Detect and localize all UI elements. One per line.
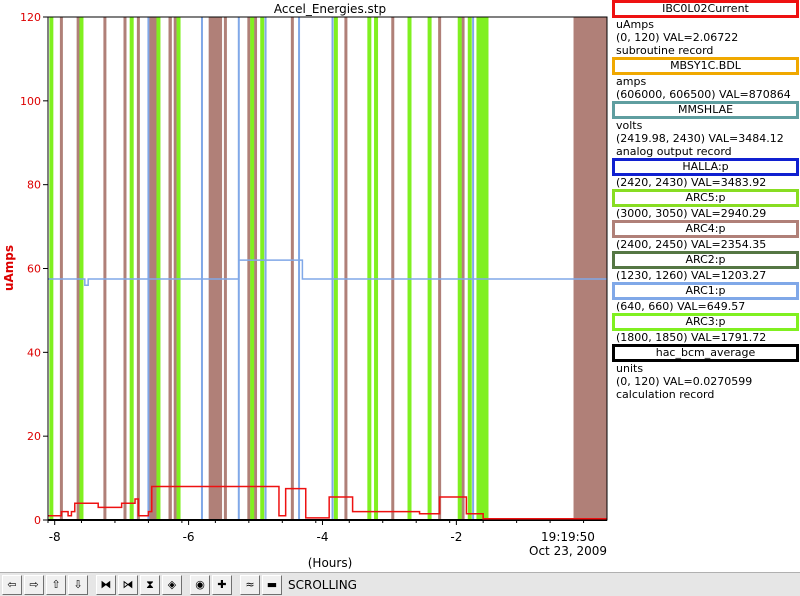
legend-series-name[interactable]: MMSHLAE <box>612 101 799 119</box>
legend-entry[interactable]: hac_bcm_average units (0, 120) VAL=0.02705… <box>612 344 800 401</box>
legend-detail: (0, 120) VAL=0.0270599 <box>616 375 753 388</box>
arc1-series <box>48 259 607 287</box>
legend-detail: (2419.98, 2430) VAL=3484.12 <box>616 132 784 145</box>
x-tick-label: -2 <box>450 530 462 544</box>
legend-detail: (2400, 2450) VAL=2354.35 <box>616 238 767 251</box>
config-icon[interactable]: ▬ <box>262 574 282 595</box>
legend-series-name[interactable]: ARC3:p <box>612 313 799 331</box>
y-axis-label: uAmps <box>2 245 16 291</box>
y-tick-label: 40 <box>27 346 41 359</box>
legend-series-name[interactable]: IBC0L02Current <box>612 0 799 18</box>
ibc0l02-series <box>48 485 607 520</box>
end-date-label: Oct 23, 2009 <box>529 544 607 558</box>
pan-right-icon[interactable]: ⇨ <box>24 574 44 595</box>
y-tick-label: 80 <box>27 179 41 192</box>
pan-down-icon[interactable]: ⇩ <box>68 574 88 595</box>
zoom-in-x-icon[interactable]: ⧓ <box>96 574 116 595</box>
reset-icon[interactable]: ✚ <box>212 574 232 595</box>
legend-series-name[interactable]: MBSY1C.BDL <box>612 57 799 75</box>
legend-detail: (2420, 2430) VAL=3483.92 <box>616 176 767 189</box>
pan-up-icon[interactable]: ⇧ <box>46 574 66 595</box>
legend-series-name[interactable]: ARC1:p <box>612 282 799 300</box>
y-tick-label: 20 <box>27 430 41 443</box>
legend-series-name[interactable]: ARC5:p <box>612 189 799 207</box>
x-tick-label: -8 <box>49 530 61 544</box>
scroll-status: SCROLLING <box>288 577 357 592</box>
x-tick-label: -4 <box>316 530 328 544</box>
legend-detail: volts <box>616 119 643 132</box>
pan-left-icon[interactable]: ⇦ <box>2 574 22 595</box>
arc4-band <box>148 17 159 520</box>
legend-series-name[interactable]: ARC2:p <box>612 251 799 269</box>
legend-detail: analog output record <box>616 145 732 158</box>
spike-layer <box>49 17 489 520</box>
legend-entry[interactable]: MBSY1C.BDL amps (606000, 606500) VAL=87086… <box>612 57 800 101</box>
axes-layer: 0 20 40 60 80 100 120 -8 -6 -4 -2 <box>20 11 585 544</box>
arc4-band <box>573 17 607 520</box>
legend-series-name[interactable]: HALLA:p <box>612 158 799 176</box>
y-tick-label: 60 <box>27 263 41 276</box>
zoom-out-y-icon[interactable]: ◈ <box>162 574 182 595</box>
legend-entry[interactable]: ARC5:p (3000, 3050) VAL=2940.29 <box>612 189 800 220</box>
legend-detail: (1800, 1850) VAL=1791.72 <box>616 331 767 344</box>
strip-chart[interactable]: 0 20 40 60 80 100 120 -8 -6 -4 -2 Accel_Energies.s… <box>0 0 612 572</box>
legend-series-name[interactable]: hac_bcm_average <box>612 344 799 362</box>
y-tick-label: 100 <box>20 95 41 108</box>
legend-entry[interactable]: ARC4:p (2400, 2450) VAL=2354.35 <box>612 220 800 251</box>
x-axis-label: (Hours) <box>308 556 353 570</box>
toolbar: ⇦ ⇨ ⇧ ⇩ ⧓ ⧒ ⧗ ◈ ◉ ✚ ≈ ▬ SCROLLING <box>0 572 800 596</box>
legend-detail: (640, 660) VAL=649.57 <box>616 300 746 313</box>
legend-detail: subroutine record <box>616 44 714 57</box>
legend-detail: calculation record <box>616 388 715 401</box>
style-icon[interactable]: ≈ <box>240 574 260 595</box>
legend-detail: (3000, 3050) VAL=2940.29 <box>616 207 767 220</box>
legend-entry[interactable]: MMSHLAE volts (2419.98, 2430) VAL=3484.12 a… <box>612 101 800 158</box>
legend-detail: amps <box>616 75 647 88</box>
legend: IBC0L02Current uAmps (0, 120) VAL=2.06722 s… <box>612 0 800 401</box>
end-time-label: 19:19:50 <box>541 530 595 544</box>
zoom-in-y-icon[interactable]: ⧗ <box>140 574 160 595</box>
legend-series-name[interactable]: ARC4:p <box>612 220 799 238</box>
arc4-band <box>168 17 172 520</box>
auto-scale-icon[interactable]: ◉ <box>190 574 210 595</box>
legend-entry[interactable]: ARC2:p (1230, 1260) VAL=1203.27 <box>612 251 800 282</box>
legend-entry[interactable]: IBC0L02Current uAmps (0, 120) VAL=2.06722 s… <box>612 0 800 57</box>
chart-title: Accel_Energies.stp <box>274 2 386 16</box>
x-tick-label: -6 <box>183 530 195 544</box>
legend-entry[interactable]: ARC1:p (640, 660) VAL=649.57 <box>612 282 800 313</box>
legend-detail: units <box>616 362 644 375</box>
zoom-out-x-icon[interactable]: ⧒ <box>118 574 138 595</box>
legend-detail: (0, 120) VAL=2.06722 <box>616 31 739 44</box>
legend-entry[interactable]: HALLA:p (2420, 2430) VAL=3483.92 <box>612 158 800 189</box>
legend-detail: uAmps <box>616 18 654 31</box>
legend-entry[interactable]: ARC3:p (1800, 1850) VAL=1791.72 <box>612 313 800 344</box>
arc3-band <box>476 17 487 520</box>
legend-detail: (1230, 1260) VAL=1203.27 <box>616 269 767 282</box>
legend-detail: (606000, 606500) VAL=870864 <box>616 88 791 101</box>
y-tick-label: 120 <box>20 11 41 24</box>
y-tick-label: 0 <box>34 514 41 527</box>
